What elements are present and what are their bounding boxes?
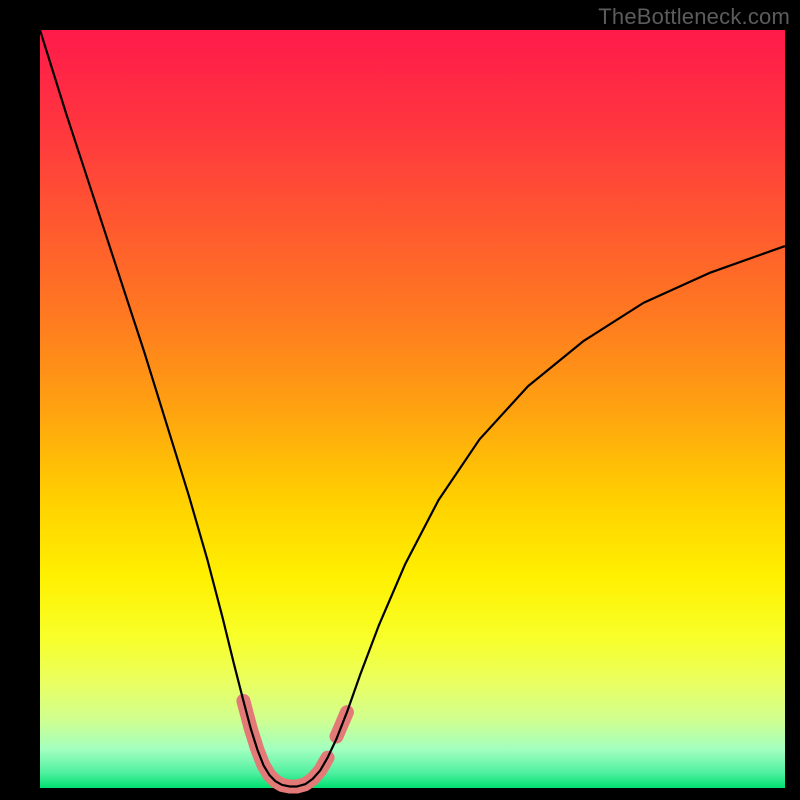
chart-frame: TheBottleneck.com: [0, 0, 800, 800]
plot-background: [40, 30, 785, 788]
watermark-text: TheBottleneck.com: [598, 4, 790, 30]
